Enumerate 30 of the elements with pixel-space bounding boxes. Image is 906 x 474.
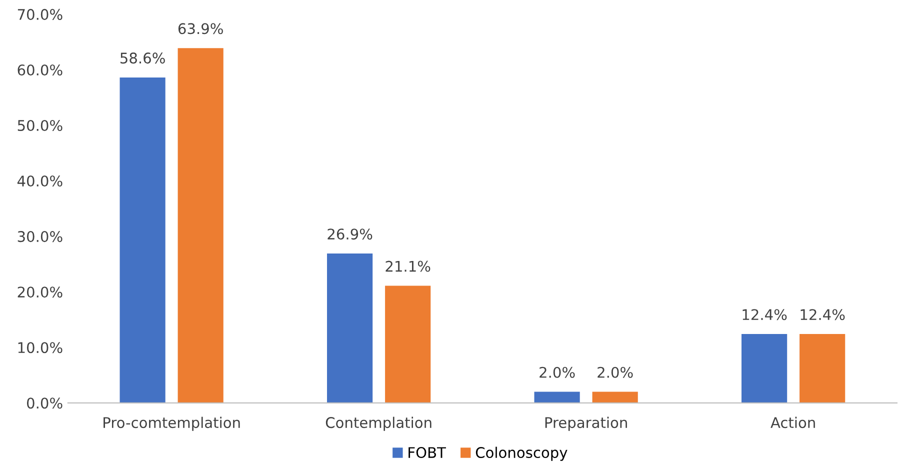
y-tick-label: 40.0%: [17, 176, 62, 187]
y-tick-label: 70.0%: [18, 8, 62, 20]
data-label: 21.1%: [386, 260, 430, 272]
bar: [385, 286, 431, 403]
bar: [534, 392, 580, 403]
bar: [592, 392, 638, 403]
bar: [742, 334, 788, 403]
bar: [120, 78, 166, 403]
data-label: 2.0%: [540, 366, 575, 378]
data-label: 63.9%: [178, 23, 223, 34]
legend-label: FOBT: [408, 447, 446, 458]
data-label: 26.9%: [328, 228, 372, 240]
data-label: 12.4%: [800, 309, 845, 320]
bar: [327, 254, 373, 403]
y-tick-label: 20.0%: [18, 286, 62, 298]
data-label: 58.6%: [120, 52, 165, 64]
y-tick-label: 60.0%: [18, 64, 62, 76]
x-tick-label: Preparation: [545, 416, 627, 431]
y-tick-label: 50.0%: [18, 120, 62, 132]
x-tick-label: Action: [770, 416, 815, 428]
data-label: 12.4%: [742, 309, 787, 320]
legend-label: Colonoscopy: [476, 446, 568, 461]
data-label: 2.0%: [598, 366, 633, 378]
y-tick-label: 0.0%: [27, 398, 62, 409]
x-tick-label: Contemplation: [326, 416, 432, 431]
bar: [178, 48, 224, 403]
x-tick-label: Pro-comtemplation: [104, 416, 240, 431]
y-tick-label: 30.0%: [18, 231, 62, 242]
bar: [800, 334, 846, 403]
y-tick-label: 10.0%: [18, 342, 62, 354]
